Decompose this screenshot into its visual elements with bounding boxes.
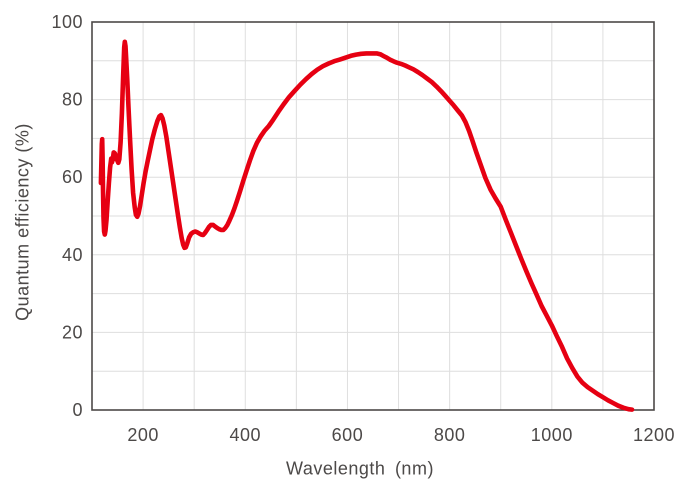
y-tick-label: 40 [62, 245, 83, 265]
y-tick-label: 60 [62, 167, 83, 187]
x-axis-title: Wavelength (nm) [286, 458, 434, 479]
x-tick-label: 1200 [633, 425, 675, 445]
x-tick-label: 400 [229, 425, 261, 445]
y-tick-label: 100 [51, 12, 83, 32]
y-tick-label: 0 [72, 400, 83, 420]
plot-border [91, 21, 655, 411]
x-tick-label: 1000 [531, 425, 573, 445]
x-tick-label: 600 [332, 425, 364, 445]
x-tick-label: 800 [434, 425, 466, 445]
y-axis-title: Quantum efficiency (%) [12, 123, 33, 321]
x-tick-label: 200 [127, 425, 159, 445]
y-tick-label: 80 [62, 90, 83, 110]
qe-curve [98, 39, 635, 412]
y-tick-label: 20 [62, 322, 83, 342]
